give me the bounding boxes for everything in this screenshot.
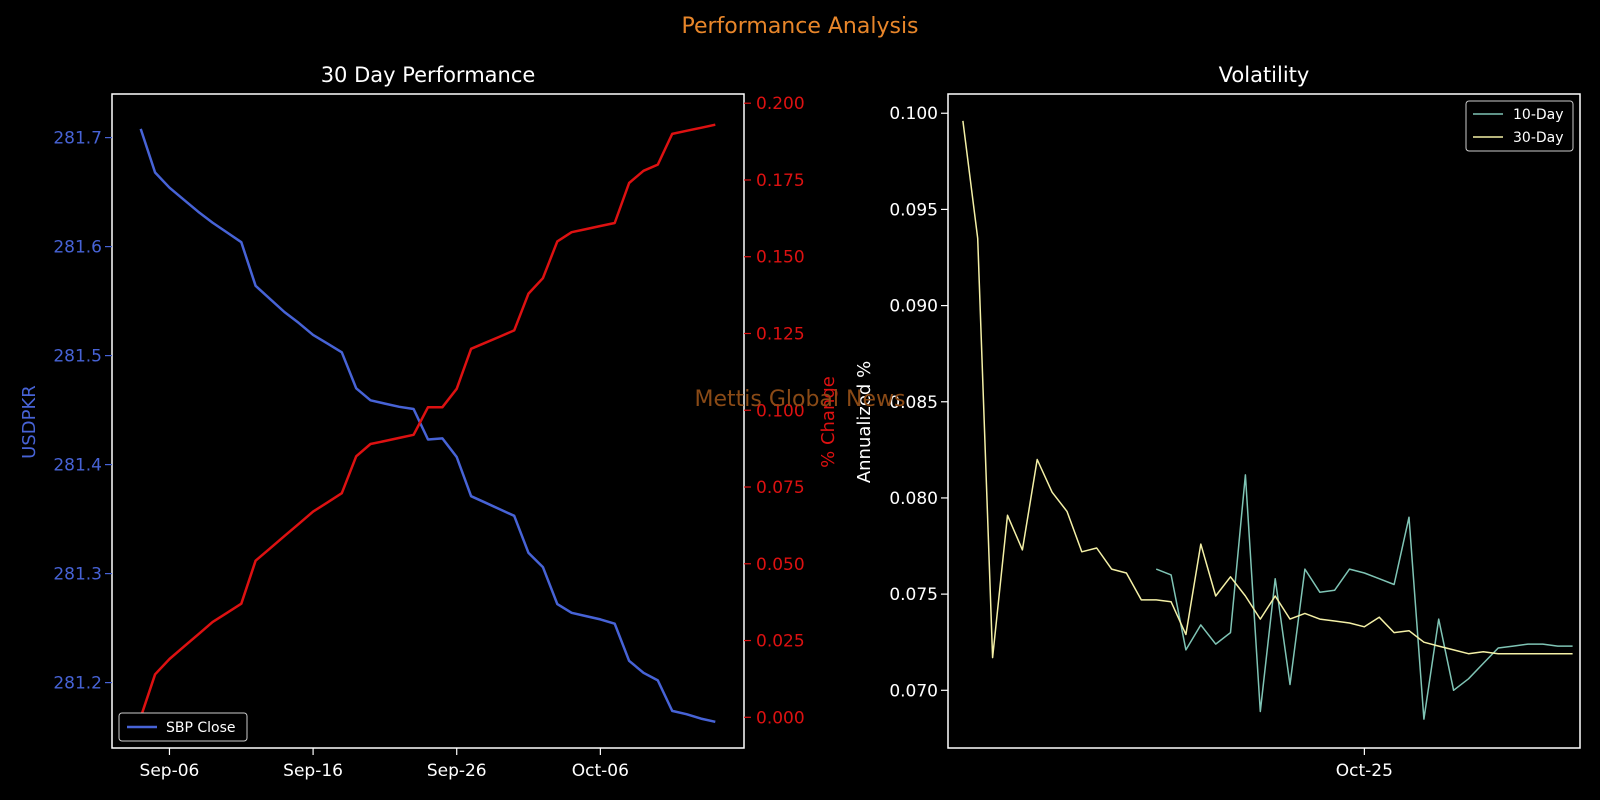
vol-y-tick-label: 0.080 <box>889 489 938 509</box>
left-y-tick-label: 281.5 <box>53 347 102 367</box>
left-y-tick-label: 281.7 <box>53 129 102 149</box>
vol-x-tick-label: Oct-25 <box>1336 761 1393 781</box>
legend-label-30-day: 30-Day <box>1513 130 1564 146</box>
left-y-tick-label: 281.4 <box>53 456 102 476</box>
left-x-tick-label: Sep-16 <box>283 761 343 781</box>
left-y-tick-label: 281.6 <box>53 238 102 258</box>
vol-10-day-line <box>1155 474 1573 720</box>
figure-suptitle: Performance Analysis <box>681 14 918 39</box>
right-y-tick-label: 0.100 <box>756 401 805 421</box>
right-chart-title: Volatility <box>1219 63 1310 87</box>
left-chart-title: 30 Day Performance <box>321 63 536 87</box>
left-chart-panel: 30 Day Performance Sep-06 Sep-16 Sep-26 Oct… <box>19 63 839 781</box>
vol-y-tick-label: 0.070 <box>889 681 938 701</box>
vol-30-day-line <box>962 120 1573 659</box>
pct-change-line <box>139 123 716 718</box>
vol-y-tick-label: 0.100 <box>889 104 938 124</box>
right-y-tick-label: 0.000 <box>756 708 805 728</box>
left-x-tick-label: Sep-26 <box>427 761 487 781</box>
right-y-tick-label: 0.125 <box>756 324 805 344</box>
right-y-tick-label: 0.200 <box>756 94 805 114</box>
right-plot-area <box>947 93 1581 749</box>
vol-y-tick-label: 0.095 <box>889 200 938 220</box>
left-series-layer <box>139 123 716 724</box>
left-x-tick-label: Sep-06 <box>140 761 200 781</box>
vol-y-tick-label: 0.085 <box>889 393 938 413</box>
left-x-tick-label: Oct-06 <box>572 761 629 781</box>
right-series-layer <box>962 120 1573 720</box>
right-y-tick-label: 0.050 <box>756 555 805 575</box>
vol-y-tick-label: 0.075 <box>889 585 938 605</box>
right-y-tick-label: 0.175 <box>756 171 805 191</box>
right-y-axis-label: % Change <box>818 376 839 468</box>
sbp-close-line <box>139 128 716 724</box>
right-legend: 10-Day 30-Day <box>1465 100 1574 152</box>
left-ticks: Sep-06 Sep-16 Sep-26 Oct-06 281.2 281.3 281.4 2… <box>53 94 804 781</box>
watermark: Mettis Global News <box>695 387 906 412</box>
left-y-axis-label: USDPKR <box>19 385 40 459</box>
left-y-tick-label: 281.3 <box>53 565 102 585</box>
left-plot-area <box>111 93 745 749</box>
left-legend-box <box>118 712 248 742</box>
legend-label-10-day: 10-Day <box>1513 107 1564 123</box>
legend-label-sbp-close: SBP Close <box>166 720 236 736</box>
left-y-tick-label: 281.2 <box>53 674 102 694</box>
volatility-y-axis-label: Annualized % <box>854 361 875 483</box>
right-y-tick-label: 0.150 <box>756 248 805 268</box>
right-ticks: Oct-25 0.070 0.075 0.080 0.085 0.090 0.095 0.10… <box>889 104 1393 781</box>
right-chart-panel: Volatility Oct-25 0.070 0.075 0.080 0.085 0.0… <box>854 63 1581 781</box>
right-y-tick-label: 0.075 <box>756 478 805 498</box>
right-y-tick-label: 0.025 <box>756 632 805 652</box>
left-legend: SBP Close <box>118 712 248 742</box>
vol-y-tick-label: 0.090 <box>889 297 938 317</box>
